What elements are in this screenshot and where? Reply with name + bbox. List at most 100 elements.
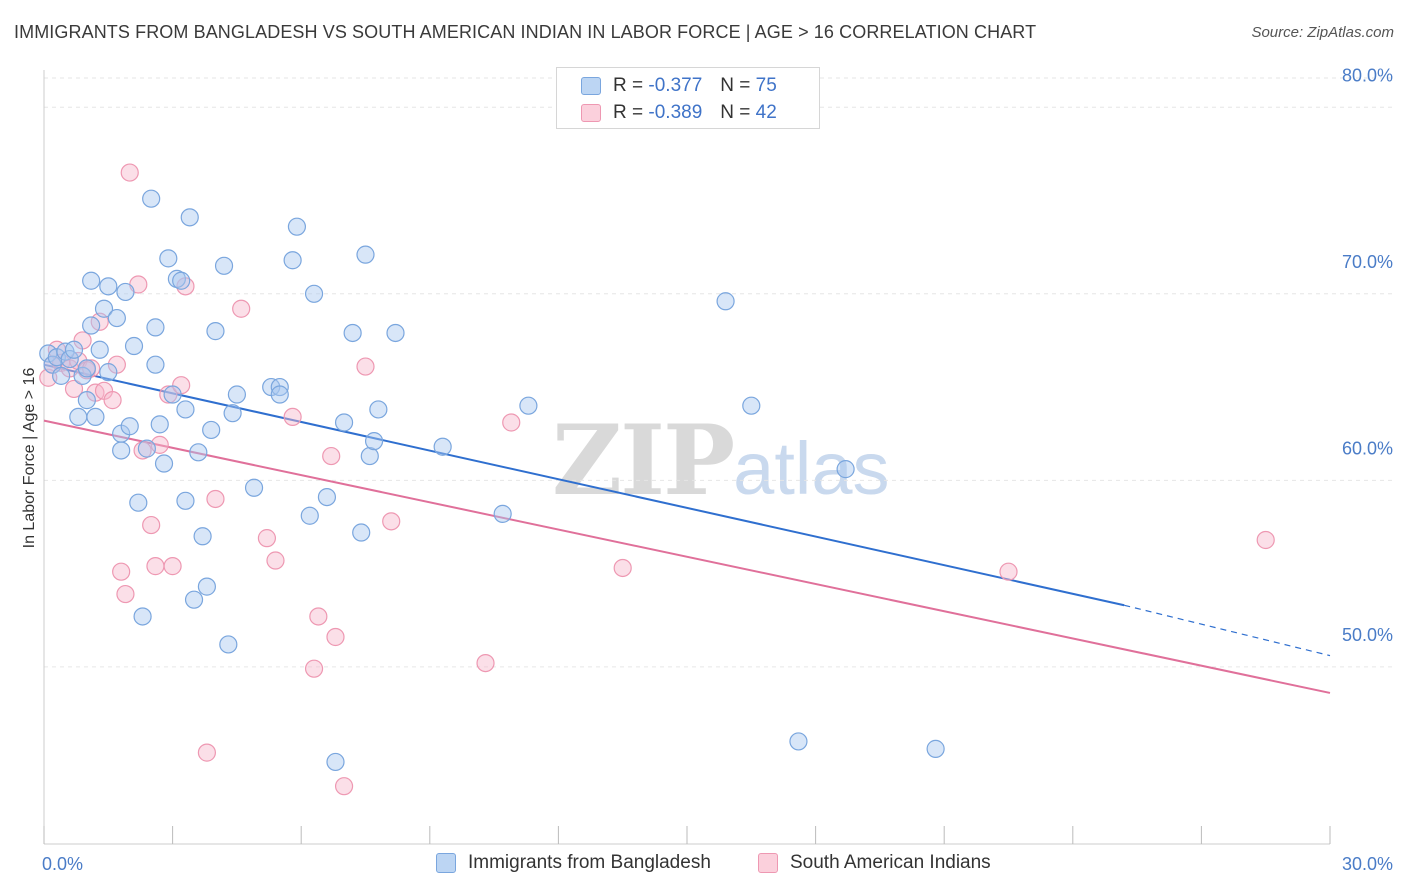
points-bangladesh [39, 189, 945, 772]
source-label: Source: ZipAtlas.com [1251, 24, 1394, 41]
series-legend-south-american-indians: South American Indians [758, 852, 991, 874]
point-bangladesh [133, 607, 152, 626]
watermark-atlas: atlas [733, 427, 890, 510]
point-bangladesh [189, 443, 208, 462]
chart-title: IMMIGRANTS FROM BANGLADESH VS SOUTH AMER… [14, 22, 1037, 42]
point-south-american-indians [283, 407, 302, 427]
point-bangladesh [142, 189, 161, 208]
point-south-american-indians [103, 391, 122, 410]
point-bangladesh [244, 478, 264, 497]
point-bangladesh [137, 439, 156, 458]
point-south-american-indians [326, 627, 345, 647]
point-south-american-indians [309, 607, 328, 626]
x-tick-label: 30.0% [1342, 854, 1393, 874]
legend-r-value: -0.377 [648, 75, 703, 96]
point-bangladesh [176, 491, 195, 510]
legend-row-south-american-indians: R = -0.389 N = 42 [581, 101, 777, 125]
point-south-american-indians [146, 557, 165, 576]
point-south-american-indians [257, 529, 277, 548]
point-bangladesh [184, 590, 204, 609]
grid-lines [44, 77, 1392, 668]
point-bangladesh [146, 318, 165, 337]
point-bangladesh [202, 420, 221, 440]
axis-labels: 50.0% 60.0% 70.0% 80.0% 0.0% 30.0% In Labor Fo… [21, 65, 1393, 874]
y-tick-label: 50.0% [1342, 625, 1393, 645]
point-bangladesh [334, 413, 354, 432]
point-bangladesh [270, 385, 289, 404]
point-bangladesh [386, 323, 405, 343]
point-bangladesh [716, 292, 735, 311]
point-bangladesh [227, 385, 246, 404]
point-bangladesh [219, 635, 238, 654]
point-bangladesh [287, 217, 307, 236]
point-south-american-indians [999, 562, 1018, 581]
point-south-american-indians [64, 379, 84, 399]
legend-n-label: N = [720, 75, 751, 96]
point-bangladesh [206, 322, 225, 341]
point-bangladesh [154, 454, 174, 473]
point-bangladesh [94, 299, 114, 318]
series-name: Immigrants from Bangladesh [468, 852, 711, 873]
point-south-american-indians [116, 584, 135, 604]
point-bangladesh [99, 277, 118, 296]
point-bangladesh [159, 249, 178, 268]
point-bangladesh [369, 400, 388, 419]
point-bangladesh [116, 282, 135, 302]
point-south-american-indians [356, 357, 375, 376]
point-south-american-indians [476, 653, 495, 673]
point-bangladesh [193, 527, 212, 546]
trendline-pink-solid [43, 419, 1331, 694]
point-south-american-indians [334, 777, 354, 796]
point-bangladesh [197, 577, 216, 596]
y-axis-label: In Labor Force | Age > 16 [21, 368, 38, 549]
point-south-american-indians [304, 659, 324, 678]
point-south-american-indians [613, 558, 632, 578]
point-bangladesh [300, 506, 319, 525]
axes [43, 70, 1331, 845]
point-bangladesh [317, 487, 337, 507]
legend-r-label: R = [613, 75, 644, 96]
point-bangladesh [163, 385, 182, 404]
point-bangladesh [146, 355, 165, 374]
point-south-american-indians [232, 299, 251, 318]
trendline-bangladesh [43, 363, 1331, 657]
point-bangladesh [493, 504, 512, 523]
point-south-american-indians [322, 446, 341, 466]
point-bangladesh [77, 391, 96, 410]
point-south-american-indians [159, 385, 178, 404]
point-bangladesh [172, 271, 191, 290]
point-south-american-indians [112, 562, 131, 581]
x-tick-label: 0.0% [42, 854, 83, 874]
series-swatch-pink [758, 853, 778, 873]
correlation-legend: R = -0.377 N = 75 R = -0.389 N = 42 [556, 67, 820, 129]
y-tick-label: 70.0% [1342, 252, 1393, 272]
point-bangladesh [364, 432, 384, 451]
point-south-american-indians [266, 551, 285, 570]
point-south-american-indians [120, 163, 139, 182]
trendline-south-american-indians [43, 419, 1331, 694]
point-bangladesh [64, 340, 84, 359]
point-bangladesh [433, 437, 452, 456]
point-south-american-indians [142, 515, 161, 535]
point-south-american-indians [197, 743, 216, 762]
point-bangladesh [90, 340, 109, 359]
point-bangladesh [180, 208, 199, 227]
point-bangladesh [112, 441, 131, 460]
trendline-blue-dashed [1124, 604, 1331, 657]
point-bangladesh [356, 245, 375, 264]
point-bangladesh [150, 415, 169, 434]
point-bangladesh [836, 460, 855, 479]
point-bangladesh [283, 251, 302, 270]
point-bangladesh [223, 404, 242, 423]
y-tick-label: 60.0% [1342, 438, 1393, 458]
point-bangladesh [124, 336, 144, 356]
legend-r-label: R = [613, 102, 644, 123]
point-bangladesh [99, 363, 118, 382]
point-bangladesh [82, 271, 101, 290]
series-legend-bangladesh: Immigrants from Bangladesh [436, 852, 711, 874]
point-bangladesh [304, 284, 324, 303]
series-swatch-blue [436, 853, 456, 873]
point-bangladesh [352, 523, 371, 542]
y-tick-label: 80.0% [1342, 65, 1393, 85]
series-name: South American Indians [790, 852, 991, 873]
